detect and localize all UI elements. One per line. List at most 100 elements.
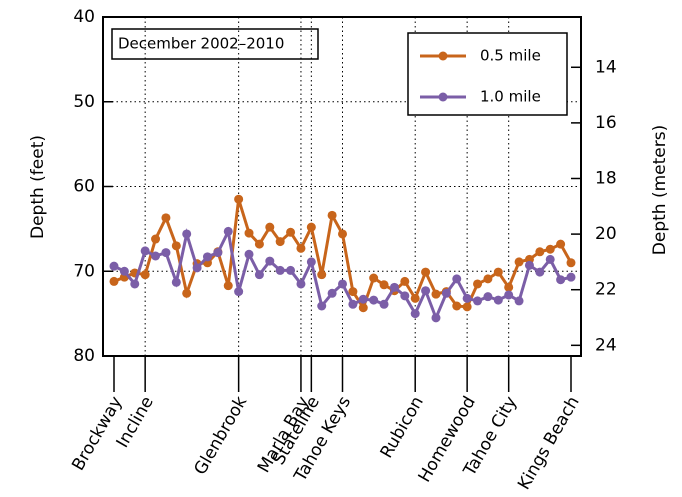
point	[400, 291, 410, 301]
point	[379, 280, 389, 290]
point	[504, 290, 514, 300]
point	[223, 226, 233, 236]
point	[556, 275, 566, 285]
y-tick-label: 80	[73, 346, 95, 366]
point	[493, 295, 503, 305]
point	[421, 286, 431, 296]
point	[182, 288, 192, 298]
x-tick-label: Rubicon	[377, 393, 428, 462]
point	[317, 270, 327, 280]
point	[483, 292, 493, 302]
point	[556, 239, 566, 249]
point	[462, 302, 472, 312]
point	[234, 194, 244, 204]
point	[348, 299, 358, 309]
point	[151, 234, 161, 244]
point	[514, 257, 524, 267]
point	[431, 289, 441, 299]
y2-tick-label: 14	[595, 57, 617, 77]
y-tick-label: 40	[73, 7, 95, 27]
point	[130, 279, 140, 289]
y-tick-label: 70	[73, 261, 95, 281]
x-tick-label: Kings Beach	[514, 393, 584, 493]
point	[545, 244, 555, 254]
legend-label: 0.5 mile	[480, 47, 541, 65]
y-tick-label: 60	[73, 177, 95, 197]
point	[514, 296, 524, 306]
point	[265, 256, 275, 266]
point	[473, 296, 483, 306]
point	[379, 299, 389, 309]
point	[389, 282, 399, 292]
point	[358, 303, 368, 313]
y2-tick-label: 16	[595, 113, 617, 133]
y2-axis-title: Depth (meters)	[650, 125, 670, 255]
point	[109, 261, 119, 271]
point	[244, 228, 254, 238]
point	[462, 293, 472, 303]
point	[452, 301, 462, 311]
point	[431, 313, 441, 323]
y2-tick-label: 24	[595, 335, 617, 355]
annotation: December 2002–2010	[118, 35, 284, 53]
point	[151, 251, 161, 261]
point	[348, 287, 358, 297]
point	[109, 276, 119, 286]
point	[504, 282, 514, 292]
point	[182, 229, 192, 239]
point	[421, 267, 431, 277]
point	[338, 229, 347, 239]
point	[369, 273, 379, 283]
point	[275, 237, 285, 247]
point	[327, 288, 337, 298]
legend-marker	[438, 92, 448, 102]
x-tick-label: Glenbrook	[190, 393, 251, 479]
legend-box	[407, 32, 568, 116]
point	[535, 267, 545, 277]
legend-marker	[438, 51, 448, 61]
point	[358, 294, 368, 304]
point	[452, 274, 462, 284]
point	[223, 281, 233, 291]
point	[286, 265, 296, 275]
point	[369, 295, 379, 305]
point	[275, 265, 285, 275]
point	[234, 287, 244, 297]
point	[327, 210, 337, 220]
point	[524, 260, 534, 270]
point	[306, 222, 316, 232]
y2-tick-label: 22	[595, 280, 617, 300]
y-tick-label: 50	[73, 92, 95, 112]
point	[140, 246, 150, 256]
point	[473, 279, 483, 289]
point	[400, 276, 410, 286]
point	[317, 301, 327, 311]
point	[296, 279, 306, 289]
point	[192, 263, 202, 273]
point	[566, 272, 576, 282]
point	[535, 247, 545, 257]
point	[566, 258, 576, 268]
point	[286, 227, 296, 237]
point	[493, 267, 503, 277]
legend-label: 1.0 mile	[480, 88, 541, 106]
point	[296, 243, 306, 253]
point	[140, 270, 150, 280]
point	[483, 274, 493, 284]
point	[265, 222, 275, 232]
point	[545, 254, 555, 264]
point	[161, 248, 171, 258]
point	[410, 293, 420, 303]
point	[410, 309, 420, 319]
point	[338, 279, 347, 289]
point	[254, 270, 264, 280]
y2-tick-label: 20	[595, 224, 617, 244]
point	[244, 249, 254, 259]
point	[202, 252, 212, 262]
y-axis-title: Depth (feet)	[28, 135, 48, 239]
point	[441, 288, 451, 298]
point	[213, 248, 223, 258]
point	[171, 241, 181, 251]
point	[161, 213, 171, 223]
